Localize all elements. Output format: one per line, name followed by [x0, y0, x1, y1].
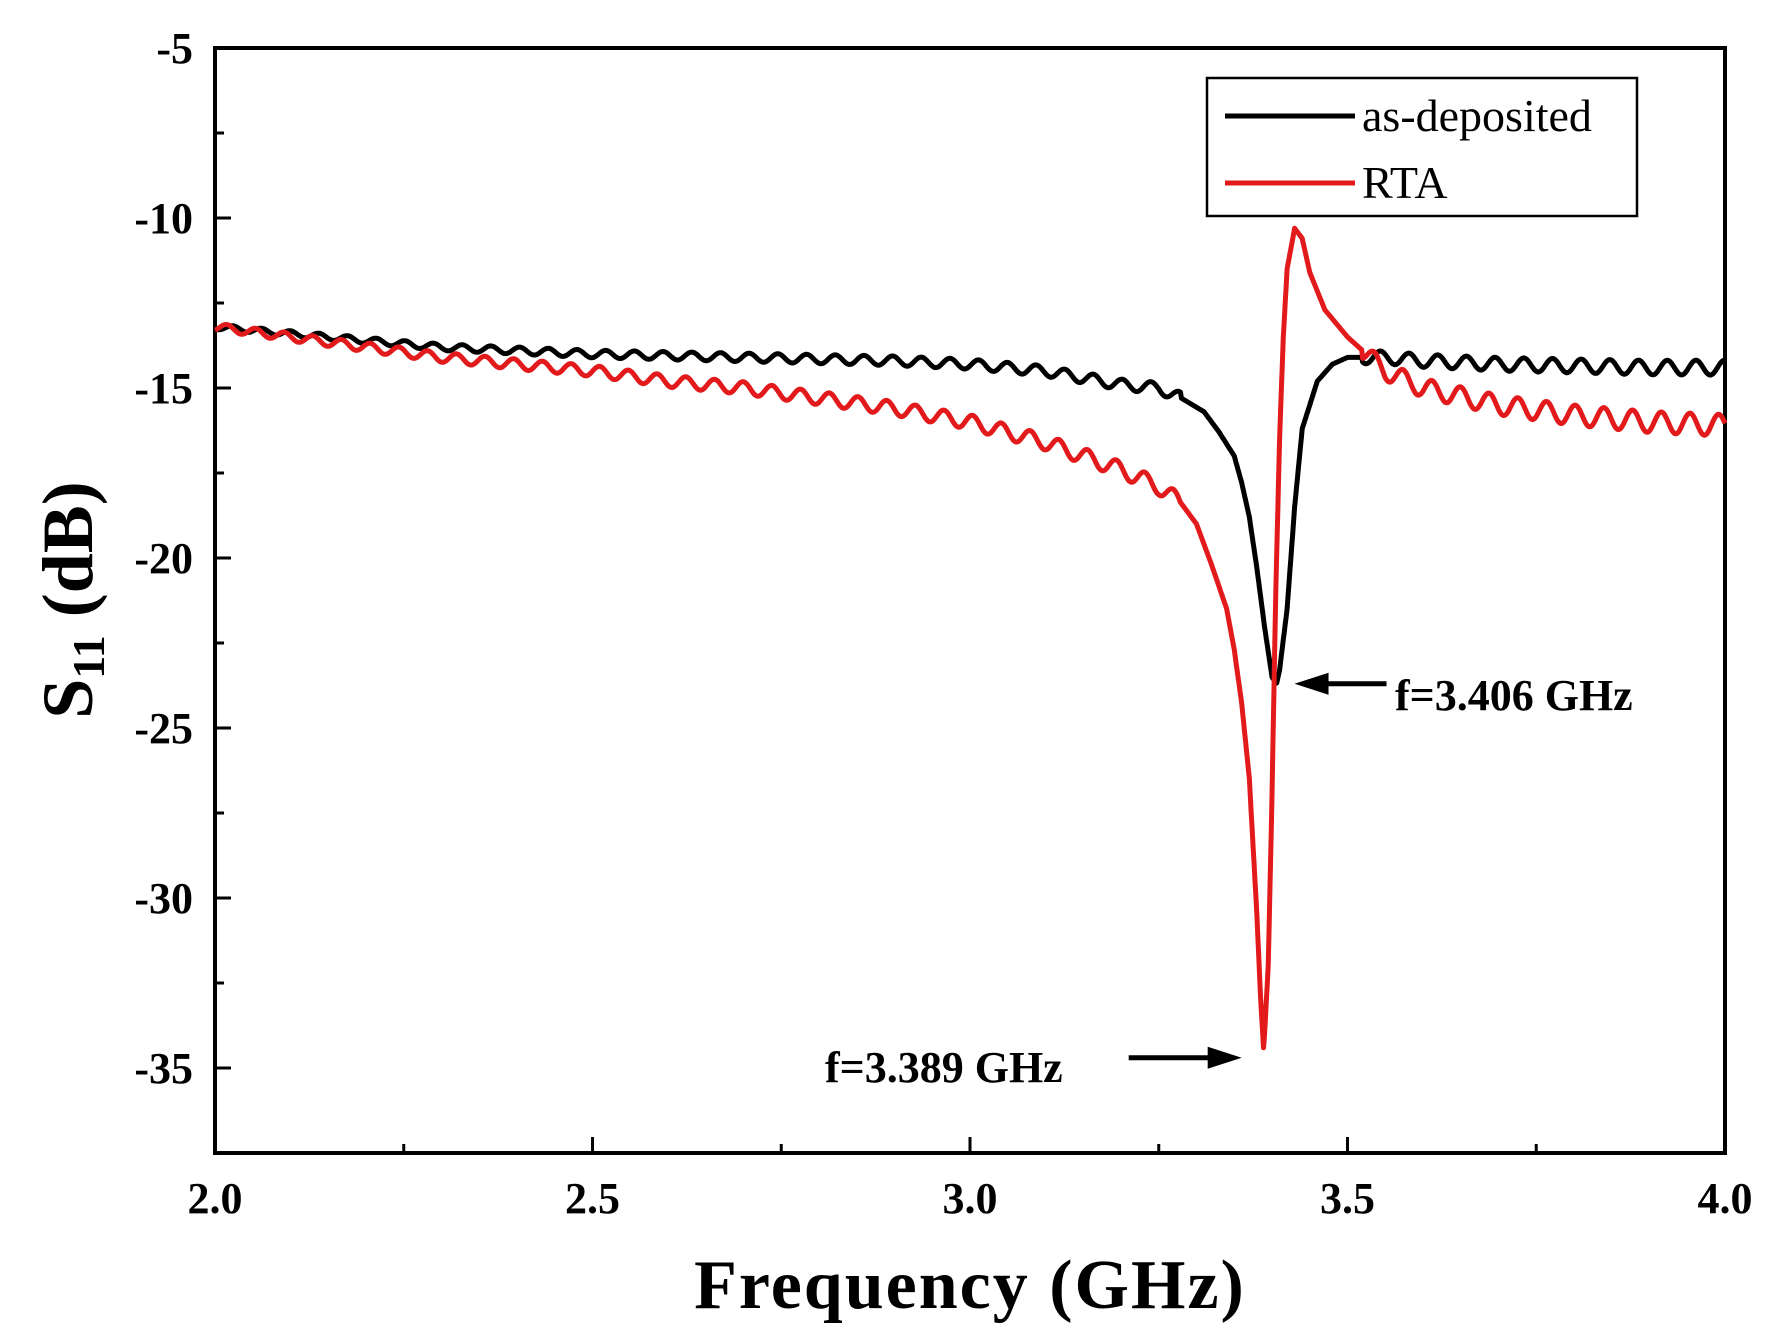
y-tick-label: -20 — [134, 534, 193, 583]
annotations: f=3.406 GHz f=3.389 GHz — [825, 671, 1633, 1092]
legend-box — [1205, 76, 1639, 218]
legend-label-rta: RTA — [1362, 157, 1448, 208]
legend-label-as-deposited: as-deposited — [1362, 90, 1592, 141]
x-axis-title: Frequency (GHz) — [694, 1247, 1246, 1324]
plot-area: 2.0 2.5 3.0 3.5 4.0 -5 -10 -15 -20 -25 -30 -35 f=3… — [134, 24, 1752, 1223]
annotation-arrow-head — [1207, 1046, 1242, 1069]
y-axis-title-main: S — [28, 679, 108, 719]
legend: as-deposited RTA — [1205, 76, 1639, 218]
y-axis-ticks: -5 -10 -15 -20 -25 -30 -35 — [134, 24, 231, 1155]
y-tick-label: -10 — [134, 194, 193, 243]
series-layer — [213, 225, 1728, 1051]
annotation-label: f=3.389 GHz — [825, 1043, 1063, 1092]
y-tick-label: -5 — [156, 24, 193, 73]
y-axis-title-unit: (dB) — [28, 481, 108, 635]
y-tick-label: -30 — [134, 874, 193, 923]
y-tick-label: -35 — [134, 1044, 193, 1093]
x-tick-label: 3.5 — [1320, 1174, 1375, 1223]
x-tick-label: 4.0 — [1698, 1174, 1753, 1223]
y-axis-title: S11 (dB) — [28, 481, 114, 719]
series-line-as-deposited — [213, 323, 1727, 686]
y-tick-label: -25 — [134, 704, 193, 753]
series-line-rta — [213, 225, 1728, 1051]
y-tick-label: -15 — [134, 364, 193, 413]
annotation-arrow-head — [1294, 672, 1329, 695]
annotation-label: f=3.406 GHz — [1395, 671, 1633, 720]
x-tick-label: 2.0 — [188, 1174, 243, 1223]
x-axis-ticks: 2.0 2.5 3.0 3.5 4.0 — [188, 1137, 1753, 1223]
x-tick-label: 3.0 — [943, 1174, 998, 1223]
x-tick-label: 2.5 — [565, 1174, 620, 1223]
y-axis-title-subscript: 11 — [63, 635, 114, 678]
